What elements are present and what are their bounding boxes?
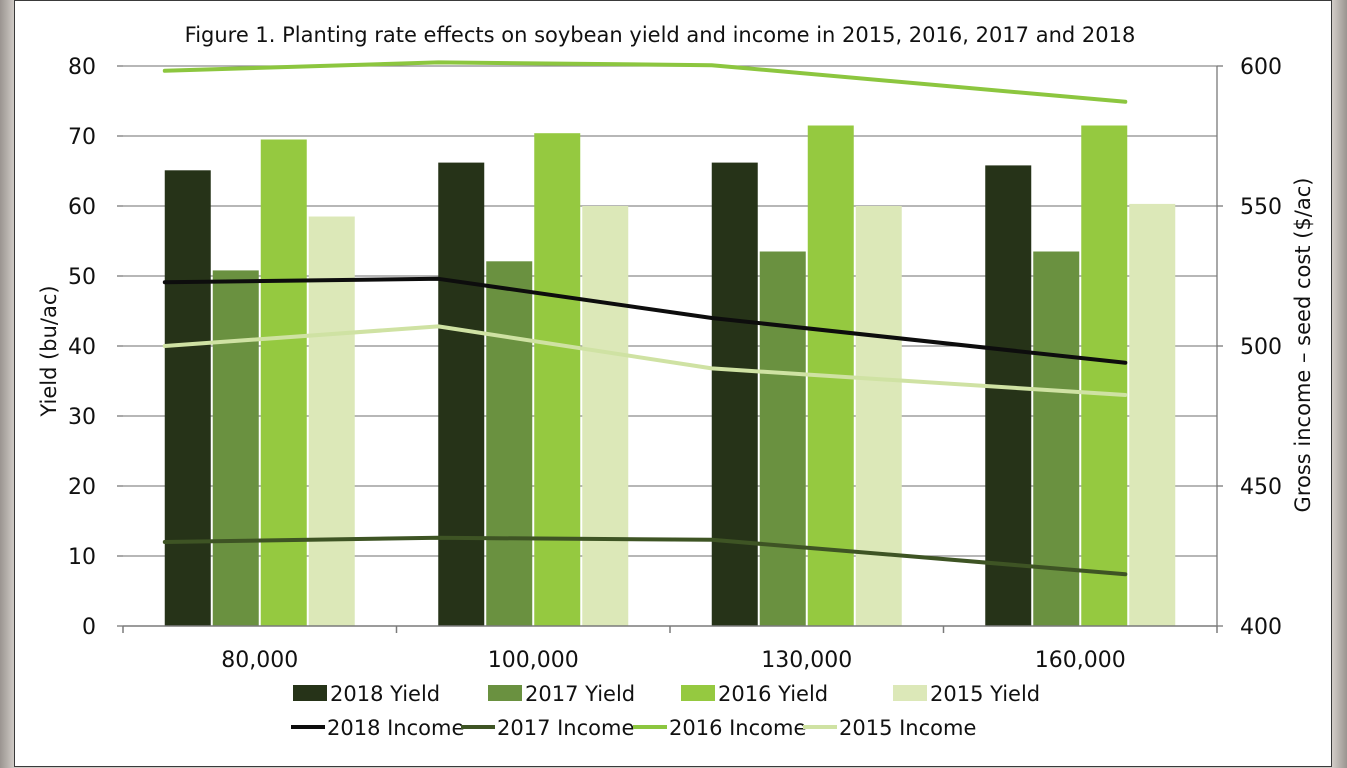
y2-tick-label: 500 [1240,335,1282,360]
y-tick-label: 50 [68,265,96,290]
combo-chart: Figure 1. Planting rate effects on soybe… [37,23,1315,740]
y-tick-label: 10 [68,545,96,570]
legend-label: 2016 Income [669,716,806,740]
y2-tick-label: 600 [1240,55,1282,80]
y-axis-label: Yield (bu/ac) [37,285,61,417]
lines-layer [162,60,1128,577]
legend-swatch [293,685,327,701]
y-tick-label: 40 [68,335,96,360]
y2-tick-label: 400 [1240,615,1282,640]
y-tick-label: 80 [68,55,96,80]
bar-2018-yield [164,170,211,627]
bar-2016-yield [1081,125,1128,626]
legend: 2018 Yield 2017 Yield 2016 Yield 2015 Yield… [291,682,1040,740]
legend-swatch [488,685,522,701]
line-2015-income [162,324,1128,397]
bar-2016-yield [260,139,307,626]
x-tick-label: 100,000 [488,648,579,673]
y2-tick-label: 550 [1240,195,1282,220]
legend-label: 2015 Yield [930,682,1040,706]
line-2018-income [162,276,1128,365]
line-2016-income [162,60,1128,104]
legend-swatch [893,685,927,701]
bar-2017-yield [212,270,259,626]
legend-swatch [681,685,715,701]
tick-labels: 0 10 20 30 40 50 60 70 80 400 450 500 550 600 80,000 10… [68,55,1282,673]
bar-2015-yield [308,216,355,626]
line-2017-income [162,535,1128,577]
chart-frame: Figure 1. Planting rate effects on soybe… [14,0,1332,767]
bar-2015-yield [582,206,629,626]
bar-2017-yield [486,261,533,626]
bar-2016-yield [534,133,581,626]
bars-layer [164,125,1176,627]
y-tick-label: 0 [82,615,96,640]
legend-label: 2017 Income [497,716,634,740]
x-tick-label: 130,000 [761,648,852,673]
x-tick-label: 80,000 [221,648,298,673]
bar-2017-yield [1033,251,1080,626]
y-tick-label: 60 [68,195,96,220]
x-tick-label: 160,000 [1035,648,1126,673]
bar-2018-yield [711,162,758,626]
legend-label: 2016 Yield [718,682,828,706]
legend-label: 2017 Yield [525,682,635,706]
bar-2015-yield [855,206,902,626]
bar-2017-yield [759,251,806,626]
axes-layer [117,65,1223,633]
y-tick-label: 20 [68,475,96,500]
legend-label: 2018 Income [327,716,464,740]
bar-2018-yield [985,165,1032,626]
y2-tick-label: 450 [1240,475,1282,500]
bar-2018-yield [438,162,485,626]
y-tick-label: 30 [68,405,96,430]
legend-label: 2015 Income [839,716,976,740]
y2-axis-label: Gross income – seed cost ($/ac) [1291,178,1315,513]
chart-title: Figure 1. Planting rate effects on soybe… [185,23,1136,47]
bar-2015-yield [1129,203,1176,626]
y-tick-label: 70 [68,125,96,150]
legend-label: 2018 Yield [330,682,440,706]
